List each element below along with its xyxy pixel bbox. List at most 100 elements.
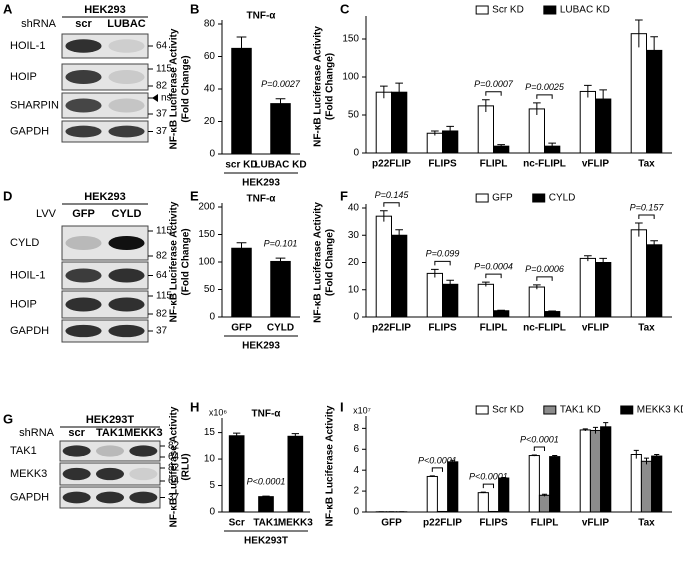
bar	[442, 283, 459, 318]
marker-label: 82	[156, 251, 168, 262]
legend-label: MEKK3 KD	[637, 405, 683, 416]
p-bracket	[536, 94, 553, 99]
chart-title: TNF-α	[252, 409, 282, 420]
error-bar	[480, 491, 486, 494]
marker-label: 115	[156, 64, 172, 75]
legend-swatch	[475, 5, 489, 15]
p-value: P=0.101	[264, 239, 298, 249]
ns-arrow	[152, 94, 158, 102]
marker-label: 37	[156, 326, 168, 337]
band	[108, 297, 145, 312]
p-value: P<0.0001	[469, 472, 508, 482]
error-bar	[643, 457, 650, 465]
marker-label: 37	[168, 492, 180, 503]
legend-label: LUBAC KD	[560, 5, 610, 16]
band	[96, 445, 124, 457]
error-bar	[395, 82, 403, 102]
error-bar	[650, 240, 658, 249]
band	[65, 268, 102, 283]
x-tick-label: FLIPS	[428, 159, 457, 170]
row-label: HOIP	[10, 71, 37, 83]
panel-letter: G	[3, 411, 13, 426]
band	[65, 98, 102, 113]
panel-letter: E	[190, 188, 199, 203]
p-value: P=0.0004	[474, 261, 513, 271]
lane-label: scr	[75, 18, 92, 30]
error-bar	[501, 477, 507, 479]
error-bar	[599, 257, 607, 267]
panel-letter: D	[3, 188, 12, 203]
legend-swatch	[543, 5, 557, 15]
lane-label: scr	[68, 427, 85, 439]
x-tick-label: FLIPL	[480, 159, 508, 170]
y-axis-label: (Fold Change)	[181, 228, 192, 295]
bar	[589, 429, 602, 513]
error-bar	[650, 36, 658, 65]
p-bracket	[485, 91, 502, 96]
error-bar	[291, 433, 299, 439]
p-bracket	[533, 446, 545, 452]
y-axis-label: (Fold Change)	[181, 55, 192, 122]
error-bar	[497, 309, 505, 312]
y-tick-label: 0	[209, 312, 215, 323]
y-tick-label: 20	[204, 116, 216, 127]
chart-title: TNF-α	[247, 11, 277, 22]
x-tick-label: vFLIP	[582, 323, 610, 334]
x-tick-label: Tax	[638, 518, 655, 529]
x-tick-label: FLIPL	[531, 518, 559, 529]
error-bar	[548, 310, 556, 313]
bar	[538, 494, 551, 513]
y-axis-label: NF-κB Luciferase Activity	[325, 405, 336, 526]
bar	[228, 435, 245, 513]
error-bar	[599, 89, 607, 109]
y-tick-label: 4	[353, 465, 359, 476]
p-value: P<0.0001	[247, 476, 286, 486]
error-bar	[582, 428, 588, 431]
bar	[640, 460, 653, 513]
panel-letter: A	[3, 1, 13, 16]
bar	[498, 477, 510, 513]
error-bar	[236, 36, 247, 60]
bar	[287, 435, 304, 513]
blot-title: HEK293T	[86, 414, 135, 426]
p-value: P=0.0025	[525, 82, 565, 92]
x-tick-label: p22FLIP	[372, 159, 411, 170]
y-axis-label: (Fold Change)	[325, 229, 336, 296]
bar	[544, 311, 561, 318]
p-value: P=0.0027	[261, 79, 301, 89]
band	[65, 297, 102, 312]
marker-label: 64	[168, 476, 180, 487]
y-tick-label: 50	[348, 110, 360, 121]
bar	[375, 91, 393, 154]
panel-letter: I	[340, 399, 344, 414]
bar	[477, 492, 489, 513]
band	[129, 467, 158, 481]
band	[108, 125, 145, 138]
band	[65, 125, 102, 138]
error-bar	[531, 454, 537, 457]
row-label: GAPDH	[10, 491, 49, 503]
p-value: P=0.0006	[525, 264, 564, 274]
axis-multiplier: x10⁷	[353, 405, 371, 415]
x-tick-label: GFP	[231, 323, 252, 334]
row-label: MEKK3	[10, 468, 47, 480]
error-bar	[635, 222, 643, 237]
row-label: CYLD	[10, 237, 39, 249]
error-bar	[380, 210, 388, 222]
p-value: P=0.099	[426, 249, 460, 259]
bar	[270, 103, 291, 155]
legend-label: Scr KD	[492, 5, 524, 16]
y-tick-label: 100	[198, 257, 215, 268]
band	[96, 491, 124, 504]
legend-label: CYLD	[549, 193, 576, 204]
bar	[600, 426, 612, 513]
y-tick-label: 40	[348, 203, 360, 214]
y-axis-label: NF-κB Luciferase Activity	[313, 202, 324, 323]
y-tick-label: 5	[209, 480, 215, 491]
band	[65, 324, 102, 338]
bar	[426, 272, 444, 318]
error-bar	[541, 493, 548, 497]
lane-label: MEKK3	[124, 427, 163, 439]
marker-label: 37	[156, 126, 168, 137]
error-bar	[262, 495, 270, 498]
